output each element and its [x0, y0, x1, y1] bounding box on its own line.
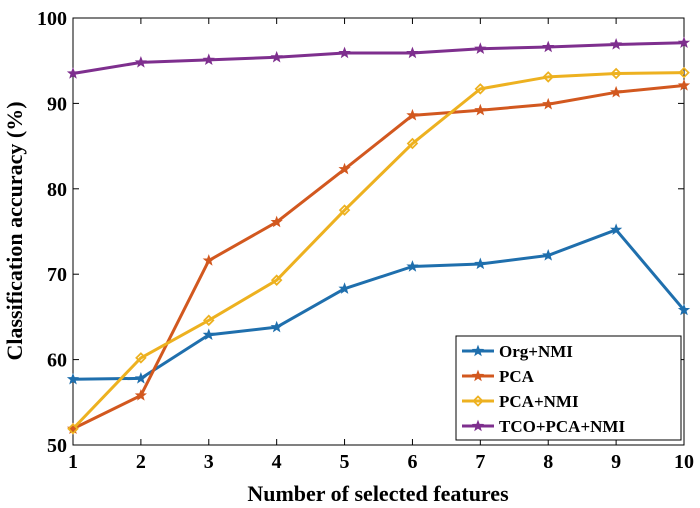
x-tick-label: 9	[611, 451, 621, 473]
x-axis-title: Number of selected features	[247, 481, 509, 506]
data-point	[134, 389, 147, 401]
data-point	[542, 71, 554, 83]
data-point	[610, 38, 623, 50]
series-lines	[71, 41, 686, 431]
data-point	[134, 55, 147, 68]
data-point	[474, 42, 487, 54]
data-point	[338, 162, 351, 175]
y-tick-label: 80	[47, 179, 67, 201]
data-point	[542, 97, 555, 110]
data-point	[67, 423, 79, 435]
data-point	[270, 50, 283, 63]
data-point	[66, 67, 80, 79]
data-point	[338, 282, 351, 294]
data-point	[338, 204, 351, 216]
data-point	[202, 254, 215, 266]
data-point	[678, 66, 690, 79]
data-point	[203, 314, 215, 327]
data-point	[610, 85, 623, 98]
series-line-0	[72, 228, 686, 381]
y-axis-title: Classification accuracy (%)	[2, 101, 27, 360]
data-point	[542, 248, 555, 261]
data-point	[270, 215, 283, 228]
legend-marker	[471, 419, 485, 432]
x-tick-label: 8	[543, 451, 553, 473]
legend-marker	[471, 344, 485, 357]
y-tick-label: 90	[47, 93, 67, 115]
data-point	[66, 372, 80, 385]
data-point	[406, 260, 419, 272]
data-point	[542, 40, 555, 53]
data-point	[406, 46, 419, 59]
legend-box	[455, 335, 682, 441]
series-line-3	[72, 41, 685, 75]
data-point	[202, 328, 215, 341]
legend-label: TCO+PCA+NMI	[499, 417, 625, 436]
x-tick-label: 10	[674, 451, 694, 473]
data-point	[610, 223, 623, 235]
data-point	[406, 137, 419, 150]
data-point	[270, 320, 283, 333]
x-tick-label: 6	[407, 451, 417, 473]
data-point	[677, 36, 691, 48]
legend-label: PCA	[499, 367, 535, 386]
data-point	[270, 274, 283, 286]
legend-label: Org+NMI	[499, 342, 573, 361]
legend-marker	[472, 395, 484, 407]
x-tick-label: 2	[136, 451, 146, 473]
data-point	[134, 371, 147, 384]
x-tick-label: 1	[68, 451, 78, 473]
legend-label: PCA+NMI	[499, 392, 579, 411]
data-point	[338, 46, 351, 59]
y-tick-label: 50	[47, 435, 67, 457]
series-line-2	[71, 71, 685, 430]
data-point	[474, 103, 487, 116]
series-markers	[66, 36, 691, 435]
series-line-1	[72, 83, 685, 431]
x-tick-label: 4	[272, 451, 282, 473]
y-tick-label: 70	[47, 264, 67, 286]
axis-ticks: 1 2 3 4 5 6 7 8 9 10 50 60 70 80 90 100	[37, 8, 694, 473]
data-point	[135, 352, 147, 364]
data-point	[610, 67, 622, 80]
y-tick-label: 60	[47, 350, 67, 372]
legend: Org+NMI PCA PCA+NMI TCO+PCA+NMI	[455, 335, 682, 441]
x-tick-label: 7	[475, 451, 485, 473]
y-tick-label: 100	[37, 8, 67, 30]
data-point	[202, 53, 215, 66]
x-tick-label: 3	[204, 451, 214, 473]
data-point	[474, 83, 487, 95]
legend-marker	[471, 369, 485, 382]
data-point	[677, 79, 691, 91]
data-point	[474, 257, 487, 270]
data-point	[677, 303, 691, 316]
data-point	[406, 108, 419, 121]
x-tick-label: 5	[340, 451, 350, 473]
